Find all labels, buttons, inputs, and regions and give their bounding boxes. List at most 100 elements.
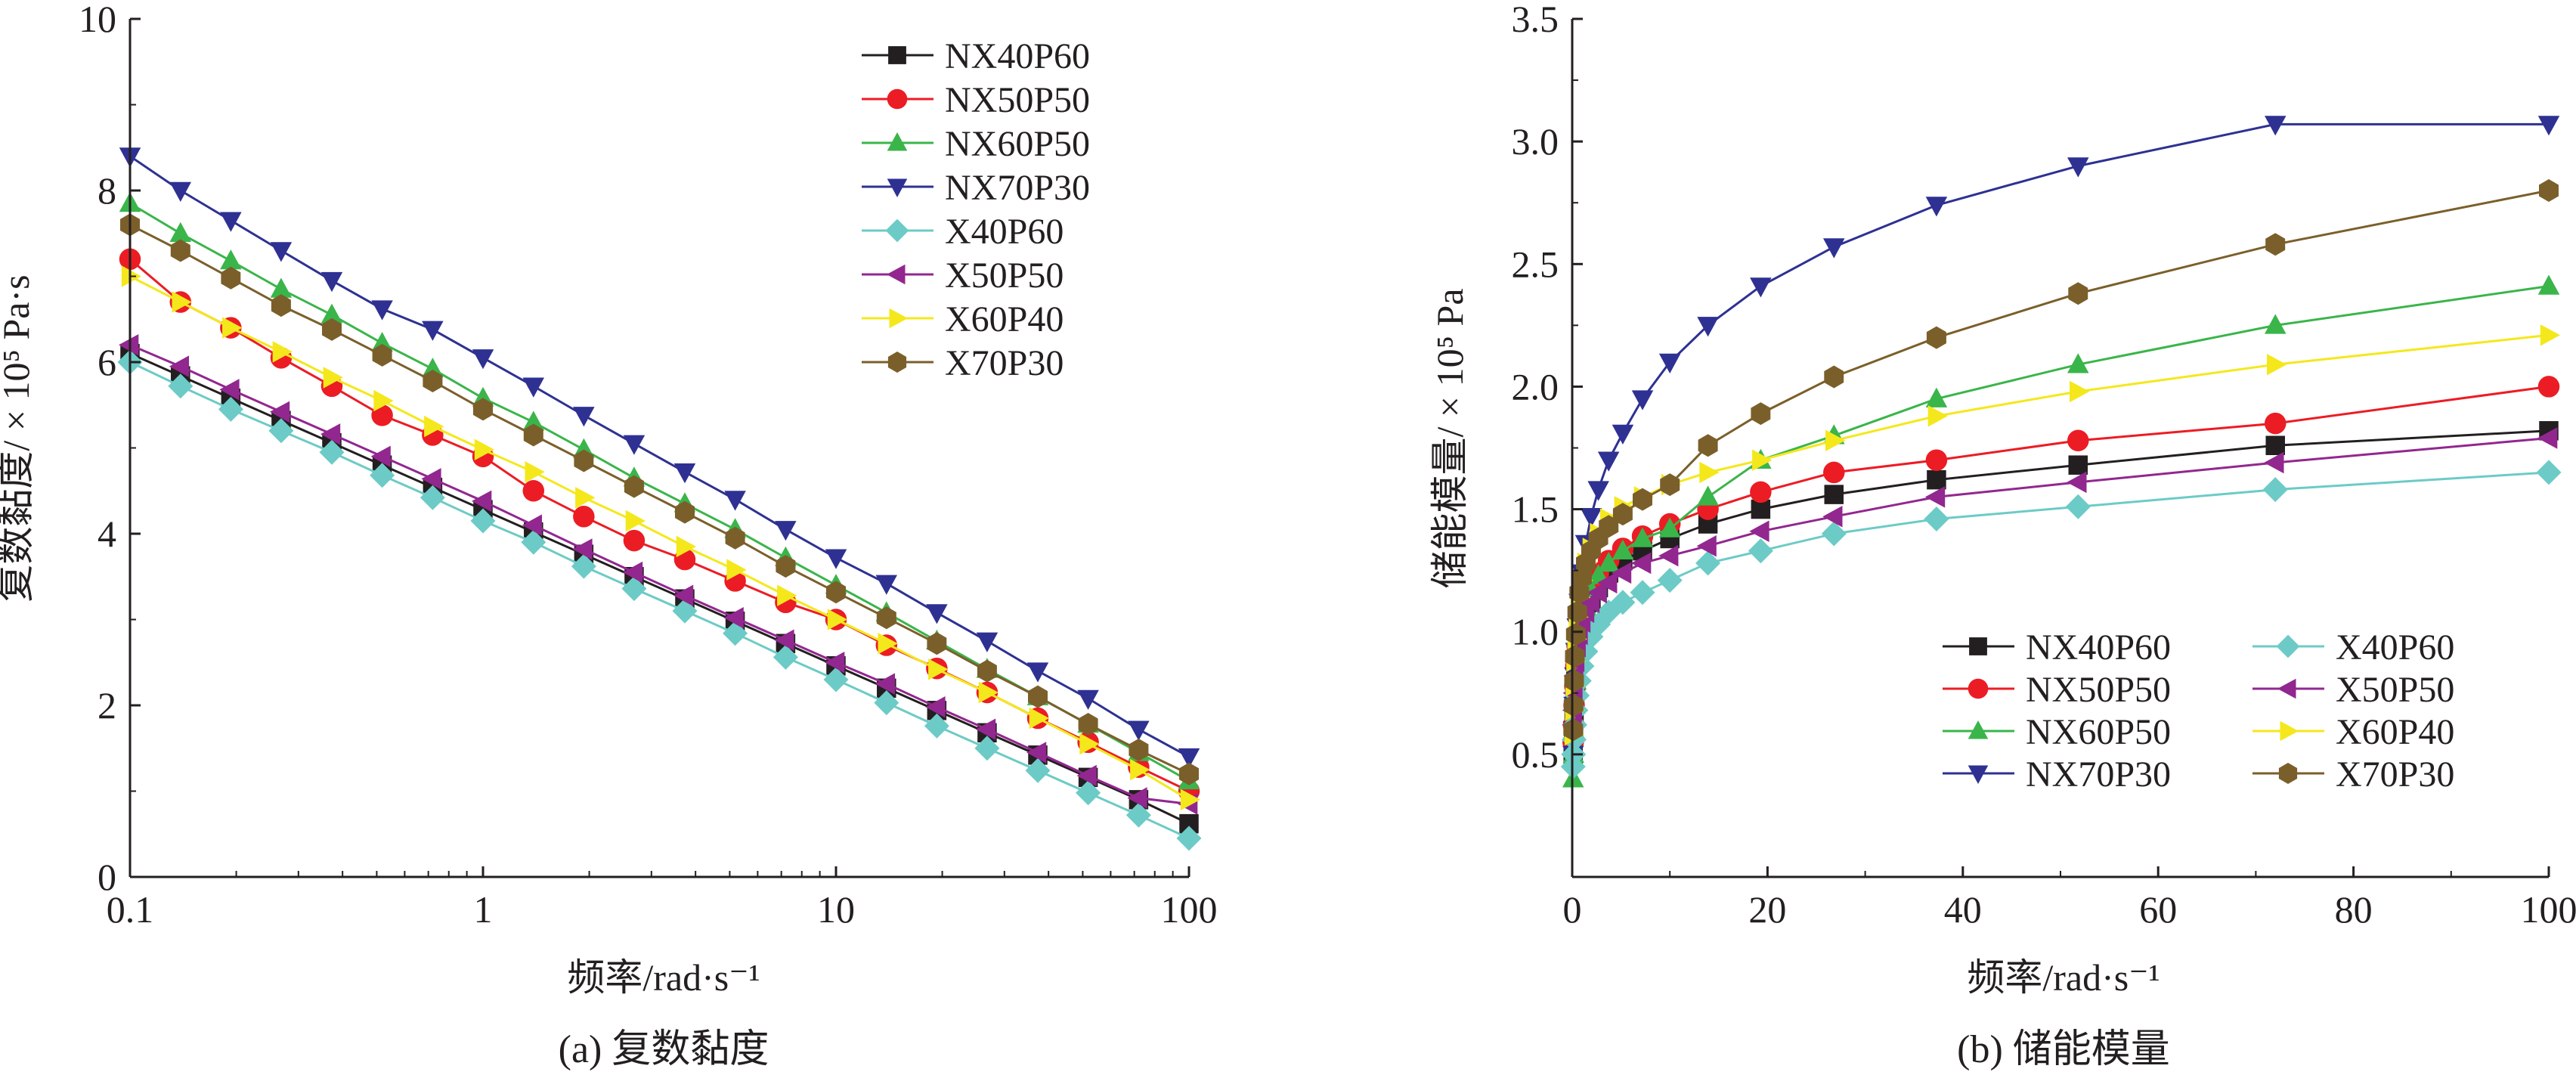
chart-b-legend-item-x40p60: X40P60	[2252, 627, 2454, 668]
chart-b-series-x40p60	[1560, 460, 2562, 779]
chart-b-legend-item-x50p50-label: X50P50	[2336, 670, 2454, 710]
chart-a-series-x70p30-point	[1078, 713, 1098, 736]
chart-b-series-x50p50-point	[2264, 451, 2284, 474]
chart-b-series-nx70p30-point	[1580, 508, 1602, 528]
chart-a-series-x70p30-point	[675, 500, 695, 524]
chart-a-series-nx40p60-line	[129, 352, 1190, 825]
chart-a-series-nx50p50-point	[371, 404, 393, 426]
chart-a-series-x60p40-point	[222, 317, 243, 339]
chart-a-legend-item-x40p60-label: X40P60	[945, 212, 1064, 252]
chart-a-series-x60p40-point	[323, 367, 343, 389]
chart-a-series-x40p60-point	[1076, 780, 1101, 806]
chart-a-series-x70p30-point	[372, 343, 392, 367]
chart-b-series-x70p30-point	[1698, 434, 1718, 457]
chart-a-series-x60p40	[121, 265, 1200, 811]
chart-a-series-x40p60-point	[823, 667, 849, 692]
chart-a-series-x40p60-line	[129, 361, 1190, 840]
chart-b-series-x60p40-point	[2267, 354, 2287, 376]
chart-a-series-x50p50-point	[1127, 787, 1147, 809]
chart-b-series-nx70p30-point	[1823, 238, 1845, 259]
chart-b-legend-item-nx50p50: NX50P50	[1943, 670, 2171, 710]
chart-a-series-nx70p30-point	[775, 521, 797, 541]
chart-a-series-x50p50-point	[1026, 742, 1047, 764]
chart-a-series-x60p40-point	[676, 535, 696, 558]
chart-b-series-x60p40-point	[1699, 461, 1720, 484]
chart-b-series-x70p30-point	[2068, 282, 2088, 305]
chart-b-x-tick-label: 20	[1748, 888, 1786, 931]
chart-b-series-x40p60-point	[2536, 460, 2562, 485]
chart-a-series-nx70p30-point	[1026, 662, 1049, 683]
chart-a-series-nx70p30-point	[825, 549, 847, 569]
chart-a-legend-item-nx70p30-marker	[887, 178, 908, 197]
chart-a-series-x50p50-point	[572, 538, 593, 560]
chart-a-legend-item-nx50p50: NX50P50	[862, 80, 1090, 120]
chart-a-series-nx70p30-point	[371, 300, 393, 321]
chart-a-series-x40p60-point	[168, 373, 194, 399]
chart-b-legend-item-nx40p60-marker	[1969, 637, 1987, 655]
chart-a-legend-item-x70p30: X70P30	[862, 343, 1064, 383]
chart-a-series-x50p50-point	[522, 514, 542, 536]
chart-b-series-nx70p30-point	[1587, 481, 1609, 501]
chart-b-series-nx60p50-point	[1587, 564, 1609, 584]
chart-a-y-tick-label: 4	[98, 513, 116, 555]
chart-b-series-x40p60-point	[1924, 507, 1949, 531]
chart-a-series-x40p60-point	[319, 439, 345, 465]
chart-b-series-x40p60-point	[1695, 550, 1721, 576]
chart-b-axes: 0.5 1.0 1.5 2.0 2.5 3.0 3.5 0 20 40 60 80 100	[1512, 0, 2576, 931]
chart-b-legend-item-x60p40: X60P40	[2252, 712, 2454, 752]
chart-a-x-axis-label: 频率/rad·s⁻¹	[567, 956, 760, 999]
chart-a-series-x60p40-line	[129, 275, 1190, 801]
chart-a-legend-item-x70p30-marker	[887, 352, 907, 373]
chart-a-series-x60p40-point	[272, 341, 293, 363]
chart-b-y-axis-label: 储能模量/ × 10⁵ Pa	[1429, 288, 1471, 588]
chart-a-series-x60p40-point	[1029, 707, 1049, 730]
chart-b-series-x70p30-point	[1751, 402, 1771, 426]
chart-a-series-x50p50-point	[370, 445, 391, 468]
chart-a-x-tick-label: 100	[1161, 888, 1218, 931]
chart-a-series-nx60p50-point	[422, 358, 444, 378]
chart-b-series-x50p50-point	[1587, 581, 1607, 604]
chart-b-series-nx60p50-point	[1631, 527, 1654, 547]
chart-a-series-nx70p30-point	[220, 212, 242, 232]
chart-a-series-nx70p30-point	[875, 575, 897, 595]
chart-b-legend-item-x70p30-label: X70P30	[2336, 754, 2454, 795]
chart-a-legend-item-x60p40: X60P40	[862, 299, 1064, 339]
chart-b-series-nx40p60-point	[2068, 455, 2088, 475]
chart-a-series-x70p30-point	[322, 318, 342, 341]
chart-a-series-x70p30-point	[523, 423, 543, 447]
chart-a-series-nx70p30-point	[724, 491, 746, 511]
chart-b-legend-item-nx70p30-label: NX70P30	[2026, 754, 2171, 795]
chart-a-series-x40p60-point	[420, 485, 445, 510]
chart-a-series-nx70p30-point	[573, 407, 595, 427]
chart-a-series-x70p30-point	[977, 659, 997, 683]
chart-a-series-x70p30-point	[221, 266, 241, 290]
chart-a-x-tick-label: 10	[817, 888, 855, 931]
chart-b-legend-item-x50p50-marker	[2277, 678, 2296, 699]
chart-b-series-nx40p60-point	[1927, 469, 1946, 490]
chart-b-series-x40p60-point	[2065, 494, 2091, 519]
chart-a-y-tick-label: 10	[79, 0, 116, 40]
chart-b-x-tick-label: 0	[1563, 888, 1582, 931]
chart-b-storage-modulus: 0.5 1.0 1.5 2.0 2.5 3.0 3.5 0 20 40 60 80 100 储能模量/ …	[1429, 0, 2576, 1071]
chart-b-legend-item-nx50p50-marker	[1968, 678, 1989, 699]
chart-a-series-x50p50-point	[774, 629, 794, 651]
chart-b-series-nx60p50-point	[2067, 353, 2089, 373]
chart-b-series-x40p60-point	[1821, 521, 1847, 547]
chart-b-series-x50p50-point	[1658, 544, 1679, 567]
chart-b-series-x50p50-point	[1696, 535, 1717, 557]
chart-b-series-x40p60-point	[1657, 568, 1683, 593]
chart-b-x-tick-label: 100	[2521, 888, 2576, 931]
chart-a-series-x40p60-point	[1025, 757, 1051, 783]
chart-b-series-x40p60-point	[1610, 590, 1636, 615]
chart-a-series-x70p30-point	[776, 555, 796, 578]
chart-a-series-x60p40-point	[424, 415, 444, 438]
chart-b-series-x70p30-point	[1563, 694, 1584, 717]
chart-a-complex-viscosity: 0 2 4 6 8 10 0.1 1 10 100 复数黏度/ × 10⁵ Pa·s 频率/rad…	[0, 0, 1218, 1071]
chart-a-legend-item-nx40p60-marker	[888, 46, 906, 64]
chart-b-legend-item-x60p40-label: X60P40	[2336, 712, 2454, 752]
chart-b-legend-item-x50p50: X50P50	[2252, 670, 2454, 710]
chart-b-series-x70p30-point	[1660, 473, 1680, 497]
chart-a-series-x40p60-point	[470, 508, 496, 534]
chart-b-series-nx60p50-point	[1612, 539, 1634, 559]
chart-a-series-x60p40-point	[373, 389, 394, 412]
